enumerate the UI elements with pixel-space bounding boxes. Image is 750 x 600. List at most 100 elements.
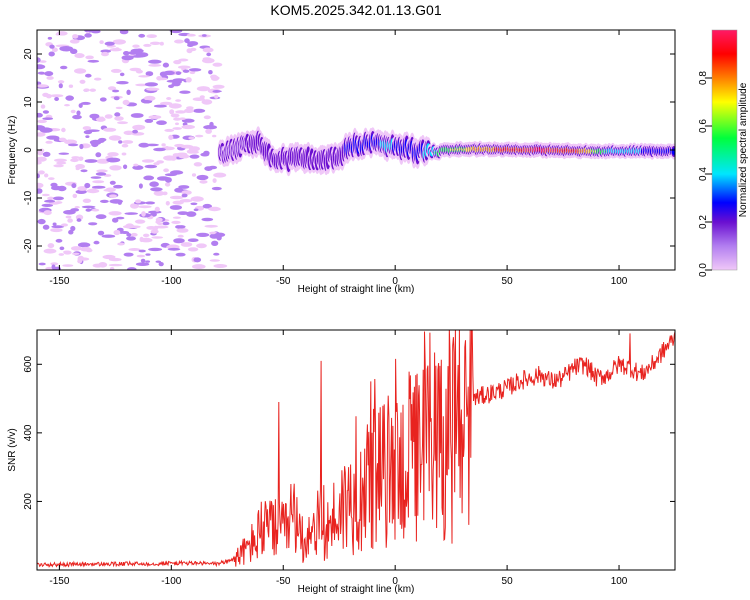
snr-x-label: Height of straight line (km) — [298, 584, 415, 595]
noise-cell — [119, 72, 125, 77]
noise-cell — [132, 44, 140, 48]
noise-cell — [164, 182, 171, 187]
noise-cell — [79, 79, 86, 84]
noise-cell — [168, 103, 182, 109]
noise-cell — [126, 236, 136, 241]
noise-cell — [44, 71, 54, 77]
x-tick-label: -100 — [161, 576, 181, 587]
noise-cell — [90, 30, 101, 34]
noise-cell — [51, 47, 58, 53]
noise-cell — [204, 224, 218, 228]
noise-cell — [37, 218, 46, 225]
x-tick-label: -100 — [161, 276, 181, 287]
noise-cell — [121, 143, 129, 148]
noise-cell — [91, 185, 106, 189]
colorbar-gradient — [712, 30, 737, 270]
snr-series-line — [37, 330, 675, 568]
noise-cell — [171, 171, 178, 176]
noise-cell — [162, 221, 170, 226]
noise-cell — [148, 115, 162, 119]
noise-cell — [123, 164, 128, 170]
noise-cell — [208, 165, 218, 170]
noise-cell — [155, 217, 163, 222]
noise-cell — [146, 226, 157, 230]
noise-cell — [128, 248, 141, 251]
noise-cell — [208, 206, 221, 212]
noise-cell — [89, 88, 97, 92]
noise-cell — [101, 51, 109, 57]
noise-cell — [37, 173, 40, 179]
noise-cell — [212, 62, 223, 67]
noise-cell — [156, 76, 163, 81]
noise-cell — [196, 232, 210, 237]
noise-cell — [85, 248, 93, 253]
noise-cell — [185, 77, 192, 83]
noise-cell — [47, 36, 53, 40]
noise-cell — [47, 243, 55, 249]
noise-cell — [173, 238, 185, 244]
noise-cell — [70, 246, 82, 251]
noise-cell — [107, 152, 119, 157]
noise-cell — [199, 180, 208, 184]
noise-cell — [211, 240, 219, 246]
noise-cell — [190, 196, 204, 202]
noise-cell — [143, 43, 152, 47]
noise-cell — [54, 201, 63, 204]
noise-cell — [40, 104, 46, 109]
noise-cell — [208, 70, 213, 75]
noise-cell — [84, 33, 92, 38]
noise-cell — [192, 108, 206, 113]
noise-cell — [117, 121, 128, 125]
noise-cell — [59, 246, 65, 251]
noise-cell — [112, 89, 120, 93]
noise-cell — [209, 231, 217, 235]
noise-cell — [59, 46, 74, 52]
noise-cell — [153, 225, 159, 231]
noise-cell — [169, 30, 183, 34]
noise-cell — [48, 51, 55, 57]
x-tick-label: 0 — [392, 276, 398, 287]
noise-cell — [39, 127, 53, 133]
noise-cell — [202, 203, 212, 209]
noise-cell — [213, 252, 220, 256]
noise-cell — [93, 240, 100, 245]
noise-cell — [156, 120, 167, 125]
noise-cell — [77, 259, 83, 264]
colorbar-tick-label: 0.6 — [698, 119, 709, 133]
noise-cell — [212, 178, 217, 184]
noise-cell — [72, 114, 82, 120]
noise-cell — [65, 215, 72, 219]
noise-cell — [108, 211, 122, 216]
noise-cell — [159, 41, 164, 46]
noise-cell — [100, 118, 106, 121]
y-tick-label: 200 — [23, 493, 34, 510]
noise-cell — [139, 236, 144, 243]
noise-cell — [145, 71, 154, 77]
colorbar-tick-label: 0.2 — [698, 215, 709, 229]
noise-cell — [71, 156, 80, 159]
x-tick-label: 100 — [611, 576, 628, 587]
noise-cell — [41, 203, 54, 207]
noise-cell — [130, 55, 145, 58]
noise-cell — [130, 113, 144, 118]
y-tick-label: 600 — [23, 356, 34, 373]
noise-cell — [169, 205, 182, 210]
x-tick-label: 50 — [502, 576, 514, 587]
noise-cell — [214, 94, 219, 99]
noise-cell — [68, 229, 74, 235]
noise-cell — [37, 71, 45, 75]
noise-cell — [213, 172, 227, 178]
noise-cell — [120, 231, 130, 234]
noise-cell — [112, 217, 119, 223]
noise-cell — [78, 103, 83, 108]
noise-cell — [95, 172, 107, 176]
noise-cell — [42, 117, 54, 120]
noise-cell — [112, 39, 127, 45]
noise-cell — [178, 58, 189, 62]
noise-cell — [38, 170, 45, 175]
noise-cell — [188, 136, 195, 140]
colorbar-tick-label: 0.4 — [698, 167, 709, 181]
noise-cell — [121, 152, 127, 156]
noise-cell — [136, 254, 146, 258]
noise-cell — [179, 117, 186, 120]
